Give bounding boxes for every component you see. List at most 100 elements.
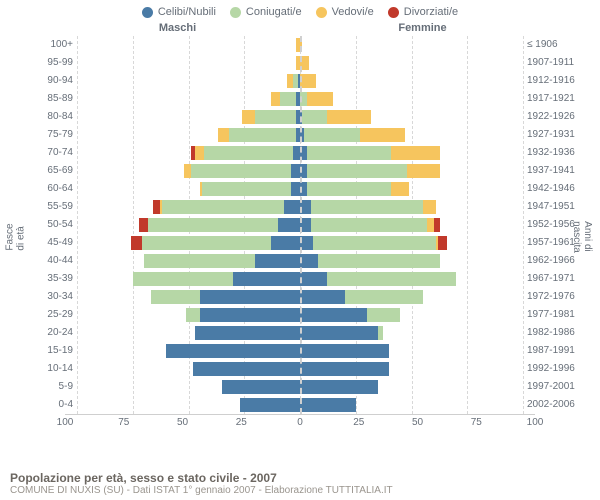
- bar-male: [77, 290, 300, 304]
- segment: [148, 218, 277, 232]
- birth-label: 1927-1931: [527, 126, 582, 144]
- x-tick: 100: [527, 417, 544, 428]
- segment: [307, 146, 392, 160]
- segment: [300, 308, 367, 322]
- birth-label: 1917-1921: [527, 90, 582, 108]
- x-tick: 25: [236, 417, 247, 428]
- bar-female: [300, 128, 523, 142]
- birth-label: ≤ 1906: [527, 36, 582, 54]
- segment: [300, 362, 389, 376]
- bar-male: [77, 110, 300, 124]
- age-label: 95-99: [18, 54, 73, 72]
- birth-label: 1922-1926: [527, 108, 582, 126]
- bar-female: [300, 308, 523, 322]
- legend-dot: [230, 7, 241, 18]
- age-label: 30-34: [18, 288, 73, 306]
- legend-item: Divorziati/e: [388, 6, 458, 18]
- bar-male: [77, 236, 300, 250]
- birth-label: 1942-1946: [527, 180, 582, 198]
- segment: [300, 380, 378, 394]
- segment: [367, 308, 400, 322]
- segment: [360, 128, 405, 142]
- age-label: 0-4: [18, 396, 73, 414]
- legend-label: Coniugati/e: [246, 6, 302, 18]
- segment: [300, 74, 316, 88]
- bar-female: [300, 182, 523, 196]
- segment: [218, 128, 229, 142]
- birth-label: 1977-1981: [527, 306, 582, 324]
- segment: [311, 200, 423, 214]
- bar-male: [77, 380, 300, 394]
- age-label: 80-84: [18, 108, 73, 126]
- bar-female: [300, 218, 523, 232]
- segment: [300, 326, 378, 340]
- segment: [284, 200, 300, 214]
- footer-title: Popolazione per età, sesso e stato civil…: [10, 471, 590, 485]
- age-label: 75-79: [18, 126, 73, 144]
- bar-male: [77, 56, 300, 70]
- segment: [186, 308, 199, 322]
- bar-female: [300, 290, 523, 304]
- bar-female: [300, 326, 523, 340]
- segment: [153, 200, 160, 214]
- segment: [144, 254, 256, 268]
- segment: [327, 110, 372, 124]
- bar-male: [77, 218, 300, 232]
- birth-label: 1992-1996: [527, 360, 582, 378]
- segment: [300, 254, 318, 268]
- birth-label: 1937-1941: [527, 162, 582, 180]
- bar-female: [300, 272, 523, 286]
- segment: [204, 146, 293, 160]
- age-label: 55-59: [18, 198, 73, 216]
- segment: [151, 290, 200, 304]
- segment: [438, 236, 447, 250]
- legend-label: Vedovi/e: [332, 6, 374, 18]
- segment: [255, 254, 300, 268]
- bar-male: [77, 128, 300, 142]
- age-label: 70-74: [18, 144, 73, 162]
- segment: [133, 272, 233, 286]
- age-label: 15-19: [18, 342, 73, 360]
- footer-sub: COMUNE DI NUXIS (SU) - Dati ISTAT 1° gen…: [10, 485, 590, 496]
- bar-male: [77, 362, 300, 376]
- segment: [391, 182, 409, 196]
- bar-male: [77, 74, 300, 88]
- age-label: 25-29: [18, 306, 73, 324]
- bar-female: [300, 200, 523, 214]
- y-right-title: Anni di nascita: [571, 221, 593, 253]
- bar-female: [300, 92, 523, 106]
- segment: [193, 362, 300, 376]
- segment: [307, 164, 407, 178]
- segment: [200, 308, 300, 322]
- segment: [300, 290, 345, 304]
- segment: [131, 236, 142, 250]
- segment: [378, 326, 382, 340]
- x-tick: 100: [57, 417, 74, 428]
- x-tick: 25: [353, 417, 364, 428]
- birth-label: 1907-1911: [527, 54, 582, 72]
- age-label: 60-64: [18, 180, 73, 198]
- birth-label: 1982-1986: [527, 324, 582, 342]
- center-line: [300, 36, 302, 414]
- bar-female: [300, 398, 523, 412]
- segment: [434, 218, 441, 232]
- legend-item: Coniugati/e: [230, 6, 302, 18]
- age-label: 90-94: [18, 72, 73, 90]
- segment: [271, 236, 300, 250]
- bar-male: [77, 182, 300, 196]
- footer: Popolazione per età, sesso e stato civil…: [10, 471, 590, 496]
- segment: [300, 344, 389, 358]
- age-label: 85-89: [18, 90, 73, 108]
- gender-right-label: Femmine: [300, 22, 600, 34]
- x-tick: 0: [297, 417, 303, 428]
- birth-label: 1912-1916: [527, 72, 582, 90]
- birth-label: 2002-2006: [527, 396, 582, 414]
- segment: [300, 398, 356, 412]
- legend-label: Divorziati/e: [404, 6, 458, 18]
- bar-female: [300, 254, 523, 268]
- gender-labels: Maschi Femmine: [0, 18, 600, 36]
- segment: [300, 272, 327, 286]
- segment: [287, 74, 294, 88]
- age-label: 100+: [18, 36, 73, 54]
- birth-label: 1997-2001: [527, 378, 582, 396]
